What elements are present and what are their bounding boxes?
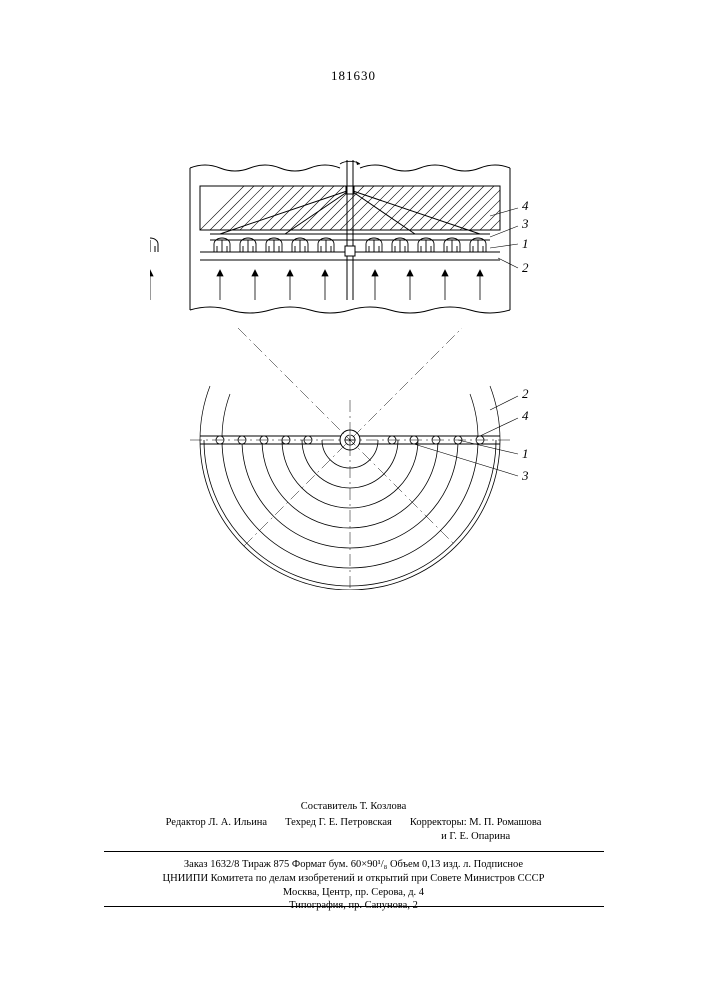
label-5: 5 xyxy=(362,160,369,163)
patent-figure: 5 4 3 1 2 xyxy=(150,160,550,590)
label-1a: 1 xyxy=(522,236,529,251)
page-number: 181630 xyxy=(0,68,707,84)
label-3a: 3 xyxy=(521,216,529,231)
correctors: Корректоры: М. П. Ромашова и Г. Е. Опари… xyxy=(410,816,542,844)
credits-block: Составитель Т. Козлова Редактор Л. А. Ил… xyxy=(0,800,707,913)
imprint-line2: ЦНИИПИ Комитета по делам изобретений и о… xyxy=(0,872,707,886)
techred: Техред Г. Е. Петровская xyxy=(285,816,392,844)
figure-top-view: 5 4 3 1 2 xyxy=(150,160,540,313)
label-2b: 2 xyxy=(522,386,529,401)
editor: Редактор Л. А. Ильина xyxy=(166,816,267,844)
imprint: Заказ 1632/8 Тираж 875 Формат бум. 60×90… xyxy=(0,858,707,901)
figure-bottom-view: 2 4 1 3 xyxy=(190,328,529,590)
imprint-line3: Москва, Центр, пр. Серова, д. 4 xyxy=(0,886,707,900)
compiler: Составитель Т. Козлова xyxy=(0,800,707,814)
imprint-line1: Заказ 1632/8 Тираж 875 Формат бум. 60×90… xyxy=(0,858,707,872)
typography-line: Типография, пр. Сапунова, 2 xyxy=(0,900,707,911)
label-1b: 1 xyxy=(522,446,529,461)
label-4a: 4 xyxy=(522,198,529,213)
divider-1 xyxy=(104,851,604,852)
label-4b: 4 xyxy=(522,408,529,423)
label-3b: 3 xyxy=(521,468,529,483)
label-2a: 2 xyxy=(522,260,529,275)
